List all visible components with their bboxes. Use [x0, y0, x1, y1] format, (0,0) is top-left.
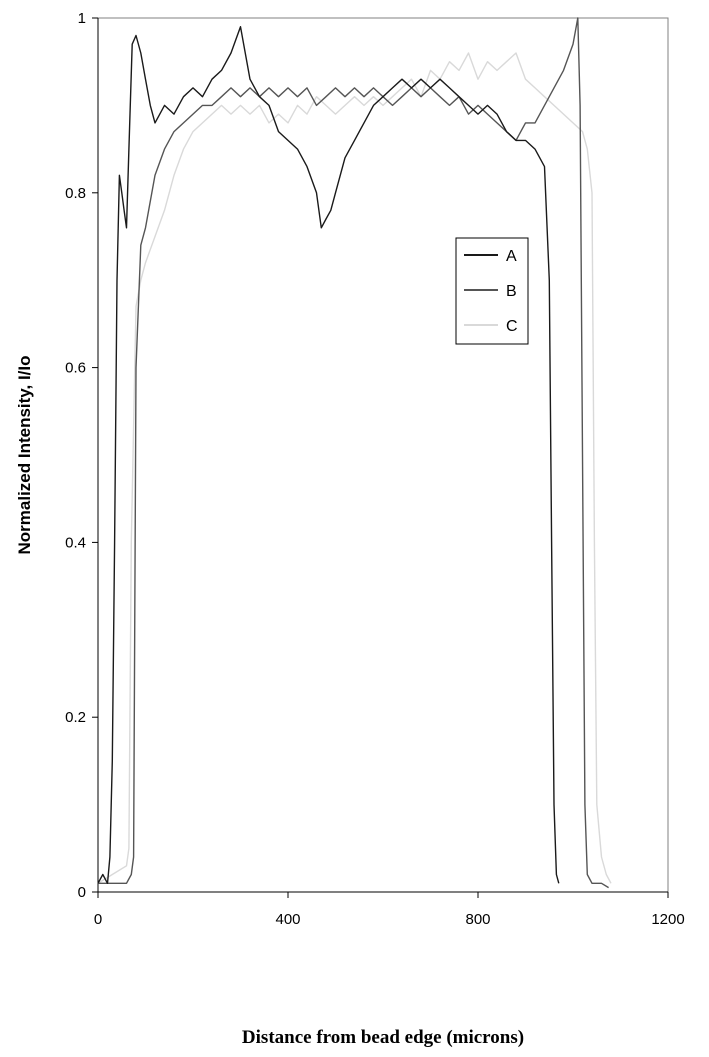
- legend: A B C: [455, 237, 529, 345]
- x-tick-label: 0: [94, 911, 102, 928]
- x-axis: 0 400 800 1200: [94, 891, 685, 928]
- series-line-a: [97, 26, 560, 884]
- y-axis: 0 0.2 0.4 0.6 0.8 1: [65, 10, 99, 901]
- legend-label-c: C: [506, 318, 518, 335]
- y-tick-label: 1: [78, 10, 86, 27]
- y-tick-label: 0: [78, 884, 86, 901]
- y-tick-label: 0.4: [65, 534, 86, 551]
- y-tick-label: 0.8: [65, 185, 86, 202]
- x-tick-label: 1200: [651, 911, 684, 928]
- series-line-c: [97, 52, 612, 884]
- legend-label-b: B: [506, 283, 517, 300]
- series-line-b: [98, 17, 609, 889]
- y-tick-label: 0.6: [65, 360, 86, 377]
- series-group: [97, 17, 612, 889]
- x-tick-label: 800: [465, 911, 490, 928]
- x-tick-label: 400: [275, 911, 300, 928]
- x-axis-title: Distance from bead edge (microns): [242, 1027, 524, 1048]
- y-axis-title: Normalized Intensity, I/Io: [15, 356, 34, 555]
- legend-label-a: A: [506, 248, 517, 265]
- y-tick-label: 0.2: [65, 709, 86, 726]
